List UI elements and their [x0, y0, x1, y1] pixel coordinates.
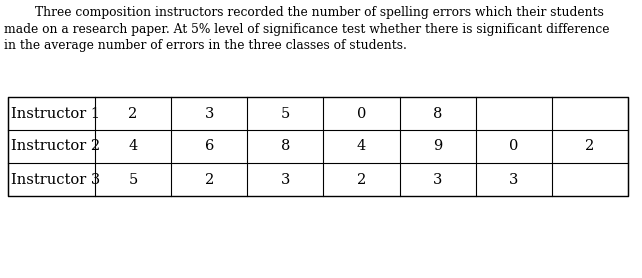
- Text: 9: 9: [433, 140, 442, 153]
- Text: 2: 2: [586, 140, 594, 153]
- Text: Instructor 1: Instructor 1: [10, 106, 100, 120]
- Text: 2: 2: [205, 173, 214, 187]
- Text: 6: 6: [205, 140, 214, 153]
- Text: 5: 5: [128, 173, 137, 187]
- Text: 4: 4: [357, 140, 366, 153]
- Text: 3: 3: [205, 106, 214, 120]
- Text: 0: 0: [509, 140, 519, 153]
- Text: 2: 2: [357, 173, 366, 187]
- Text: Three composition instructors recorded the number of spelling errors which their: Three composition instructors recorded t…: [4, 6, 609, 52]
- Text: 0: 0: [357, 106, 366, 120]
- Text: 8: 8: [281, 140, 290, 153]
- Text: 4: 4: [128, 140, 137, 153]
- Text: 5: 5: [281, 106, 290, 120]
- Text: Instructor 2: Instructor 2: [10, 140, 100, 153]
- Text: 3: 3: [433, 173, 442, 187]
- Text: 2: 2: [128, 106, 137, 120]
- Text: 3: 3: [509, 173, 519, 187]
- Text: Instructor 3: Instructor 3: [10, 173, 100, 187]
- Text: 8: 8: [433, 106, 442, 120]
- Text: 3: 3: [281, 173, 290, 187]
